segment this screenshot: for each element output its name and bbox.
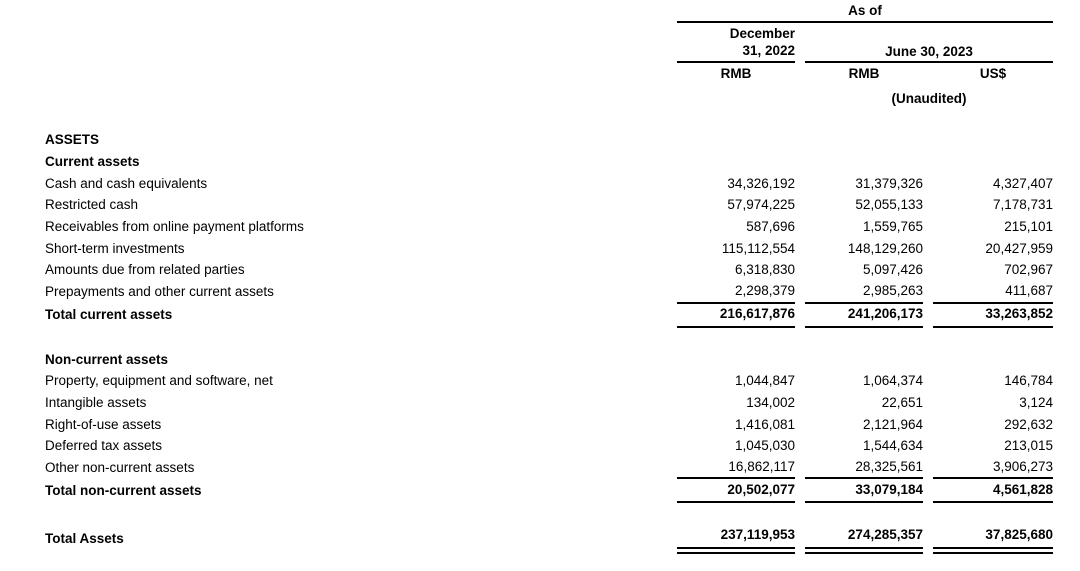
header-date-dec-31-2022-line1: December bbox=[729, 26, 795, 41]
value-jun-30-2023-rmb: 2,985,263 bbox=[805, 280, 923, 304]
value-jun-30-2023-rmb: 1,064,374 bbox=[862, 373, 923, 389]
value-jun-30-2023-rmb: 22,651 bbox=[881, 394, 923, 410]
table-row-intangible-assets: Intangible assets 134,002 22,651 3,124 bbox=[45, 392, 1053, 414]
value-jun-30-2023-rmb: 28,325,561 bbox=[805, 456, 923, 480]
table-row-total-assets: Total Assets 237,119,953 274,285,357 37,… bbox=[45, 526, 1053, 554]
value-jun-30-2023-usd: 213,015 bbox=[1004, 438, 1053, 454]
value-jun-30-2023-usd: 4,327,407 bbox=[992, 175, 1053, 191]
table-row-deferred-tax-assets: Deferred tax assets 1,045,030 1,544,634 … bbox=[45, 435, 1053, 457]
value-dec-31-2022: 57,974,225 bbox=[727, 197, 795, 213]
header-date-jun-30-2023: June 30, 2023 bbox=[805, 20, 1053, 63]
row-label: Prepayments and other current assets bbox=[45, 284, 274, 300]
table-row-short-term-investments: Short-term investments 115,112,554 148,1… bbox=[45, 237, 1053, 259]
section-title: Non-current assets bbox=[45, 351, 169, 367]
value-dec-31-2022: 34,326,192 bbox=[727, 175, 795, 191]
value-jun-30-2023-rmb: 33,079,184 bbox=[805, 477, 923, 504]
value-jun-30-2023-usd: 146,784 bbox=[1004, 373, 1053, 389]
table-row-total-non-current-assets: Total non-current assets 20,502,077 33,0… bbox=[45, 477, 1053, 504]
value-dec-31-2022: 2,298,379 bbox=[677, 280, 795, 304]
section-title: Current assets bbox=[45, 154, 140, 170]
value-jun-30-2023-rmb: 5,097,426 bbox=[862, 262, 923, 278]
row-label: Deferred tax assets bbox=[45, 438, 163, 454]
header-currency-jun-2023-rmb: RMB bbox=[848, 66, 880, 81]
section-title-row-assets: ASSETS bbox=[45, 129, 1043, 151]
table-row-total-current-assets: Total current assets 216,617,876 241,206… bbox=[45, 302, 1053, 328]
header-date-dec-31-2022-line2: 31, 2022 bbox=[742, 43, 795, 58]
value-dec-31-2022: 1,045,030 bbox=[734, 438, 795, 454]
value-jun-30-2023-rmb: 1,559,765 bbox=[862, 219, 923, 235]
value-jun-30-2023-rmb: 52,055,133 bbox=[855, 197, 923, 213]
value-jun-30-2023-usd: 33,263,852 bbox=[933, 302, 1053, 328]
table-row-prepayments-and-other-current-assets: Prepayments and other current assets 2,2… bbox=[45, 280, 1053, 304]
value-jun-30-2023-usd: 411,687 bbox=[933, 280, 1053, 304]
value-dec-31-2022: 587,696 bbox=[746, 219, 795, 235]
value-jun-30-2023-usd: 215,101 bbox=[1004, 219, 1053, 235]
header-row-as-of: As of bbox=[45, 0, 1053, 23]
section-title: ASSETS bbox=[45, 132, 100, 148]
row-label: Receivables from online payment platform… bbox=[45, 219, 304, 235]
balance-sheet-table: As of December 31, 2022 June 30, 2023 RM… bbox=[45, 0, 1053, 554]
value-jun-30-2023-usd: 37,825,680 bbox=[933, 523, 1053, 554]
value-dec-31-2022: 16,862,117 bbox=[677, 456, 795, 480]
header-currency-jun-2023-usd: US$ bbox=[979, 66, 1007, 81]
value-dec-31-2022: 216,617,876 bbox=[677, 302, 795, 328]
row-label: Intangible assets bbox=[45, 394, 147, 410]
spacer bbox=[45, 110, 1043, 129]
spacer bbox=[45, 327, 1043, 349]
value-jun-30-2023-rmb: 274,285,357 bbox=[805, 523, 923, 554]
value-jun-30-2023-rmb: 148,129,260 bbox=[847, 240, 923, 256]
table-row-property-equipment-software-net: Property, equipment and software, net 1,… bbox=[45, 370, 1053, 392]
row-label: Right-of-use assets bbox=[45, 416, 162, 432]
header-as-of: As of bbox=[677, 0, 1053, 23]
row-label: Total non-current assets bbox=[45, 482, 202, 498]
value-jun-30-2023-rmb: 241,206,173 bbox=[805, 302, 923, 328]
value-jun-30-2023-usd: 20,427,959 bbox=[985, 240, 1053, 256]
value-jun-30-2023-usd: 292,632 bbox=[1004, 416, 1053, 432]
table-row-restricted-cash: Restricted cash 57,974,225 52,055,133 7,… bbox=[45, 194, 1053, 216]
row-label: Cash and cash equivalents bbox=[45, 175, 208, 191]
value-jun-30-2023-rmb: 31,379,326 bbox=[855, 175, 923, 191]
value-jun-30-2023-usd: 4,561,828 bbox=[933, 477, 1053, 504]
value-dec-31-2022: 1,044,847 bbox=[734, 373, 795, 389]
value-jun-30-2023-usd: 3,124 bbox=[1019, 394, 1053, 410]
row-label: Total Assets bbox=[45, 530, 124, 546]
value-jun-30-2023-usd: 7,178,731 bbox=[992, 197, 1053, 213]
value-dec-31-2022: 20,502,077 bbox=[677, 477, 795, 504]
value-dec-31-2022: 6,318,830 bbox=[734, 262, 795, 278]
value-jun-30-2023-usd: 702,967 bbox=[1004, 262, 1053, 278]
value-dec-31-2022: 237,119,953 bbox=[677, 523, 795, 554]
row-label: Total current assets bbox=[45, 307, 173, 322]
section-title-row-non-current-assets: Non-current assets bbox=[45, 348, 1043, 370]
value-dec-31-2022: 115,112,554 bbox=[721, 240, 795, 256]
header-currency-dec-2022-rmb: RMB bbox=[720, 66, 752, 81]
value-jun-30-2023-rmb: 2,121,964 bbox=[862, 416, 923, 432]
value-jun-30-2023-usd: 3,906,273 bbox=[933, 456, 1053, 480]
table-row-right-of-use-assets: Right-of-use assets 1,416,081 2,121,964 … bbox=[45, 413, 1053, 435]
row-label: Other non-current assets bbox=[45, 459, 195, 475]
header-row-currencies: RMB RMB US$ bbox=[45, 61, 1043, 86]
section-title-row-current-assets: Current assets bbox=[45, 151, 1043, 173]
value-jun-30-2023-rmb: 1,544,634 bbox=[862, 438, 923, 454]
row-label: Short-term investments bbox=[45, 240, 185, 256]
table-row-receivables-online-payment-platforms: Receivables from online payment platform… bbox=[45, 216, 1053, 238]
value-dec-31-2022: 134,002 bbox=[746, 394, 795, 410]
row-label: Property, equipment and software, net bbox=[45, 373, 273, 389]
header-row-dates: December 31, 2022 June 30, 2023 bbox=[45, 20, 1053, 63]
table-row-other-non-current-assets: Other non-current assets 16,862,117 28,3… bbox=[45, 456, 1053, 480]
header-row-unaudited: (Unaudited) bbox=[45, 86, 1043, 110]
value-dec-31-2022: 1,416,081 bbox=[734, 416, 795, 432]
table-row-amounts-due-from-related-parties: Amounts due from related parties 6,318,8… bbox=[45, 259, 1053, 281]
row-label: Amounts due from related parties bbox=[45, 262, 245, 278]
row-label: Restricted cash bbox=[45, 197, 139, 213]
table-row-cash-and-cash-equivalents: Cash and cash equivalents 34,326,192 31,… bbox=[45, 172, 1053, 194]
header-unaudited-note: (Unaudited) bbox=[891, 90, 967, 106]
header-date-dec-31-2022: December 31, 2022 bbox=[677, 20, 795, 63]
